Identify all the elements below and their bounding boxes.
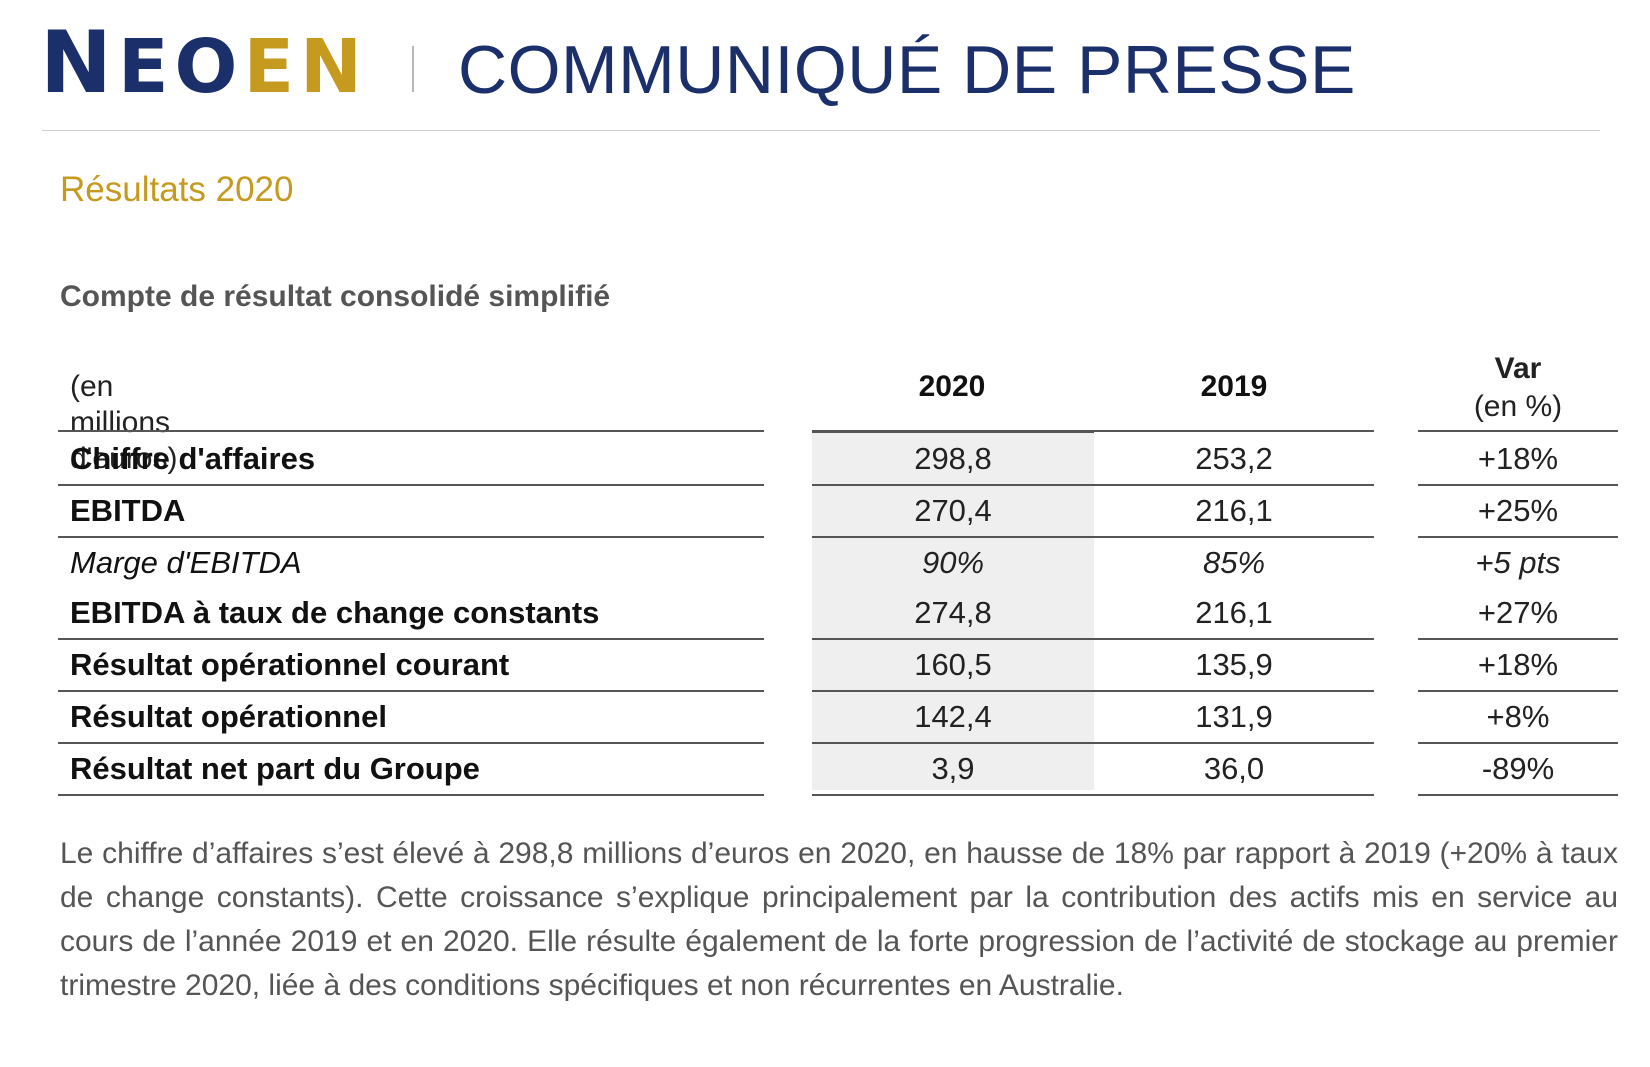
table-row: EBITDA 270,4 216,1 +25%	[0, 486, 1650, 536]
value-2020: 160,5	[914, 647, 992, 682]
body-paragraph: Le chiffre d’affaires s’est élevé à 298,…	[60, 837, 1618, 1002]
value-2019: 131,9	[1195, 699, 1273, 734]
value-2019: 36,0	[1203, 751, 1265, 786]
table-rule	[1094, 638, 1374, 640]
logo-letter-e2: E	[243, 24, 301, 110]
table-rule	[1418, 690, 1618, 692]
table-rule	[812, 536, 1094, 538]
table-row: Marge d'EBITDA 90% 85% +5 pts	[0, 538, 1650, 588]
value-variation: +18%	[1477, 647, 1559, 682]
neoen-logo: NEOEN	[40, 20, 368, 106]
header-var-label: Var	[1494, 352, 1542, 385]
row-label: Chiffre d'affaires	[70, 441, 316, 476]
header-var-unit: (en %)	[1473, 390, 1563, 423]
row-label: EBITDA	[70, 493, 186, 528]
header-divider	[42, 130, 1600, 131]
row-label: Marge d'EBITDA	[70, 545, 302, 580]
table-rule	[812, 484, 1094, 486]
table-title: Compte de résultat consolidé simplifié	[60, 280, 611, 313]
table-row: Résultat net part du Groupe 3,9 36,0 -89…	[0, 744, 1650, 794]
unit-label: (en millions d'euros)	[70, 370, 178, 475]
table-rule	[812, 742, 1094, 744]
value-variation: +27%	[1477, 595, 1559, 630]
table-rule	[1094, 794, 1374, 796]
value-2019: 216,1	[1195, 595, 1273, 630]
table-rule	[1418, 484, 1618, 486]
table-rule	[58, 742, 764, 744]
table-rule	[1094, 536, 1374, 538]
table-rule	[1094, 430, 1374, 432]
table-rule	[1094, 690, 1374, 692]
table-rule	[1418, 742, 1618, 744]
table-rule	[812, 794, 1094, 796]
value-2019: 216,1	[1195, 493, 1273, 528]
table-rule	[1418, 794, 1618, 796]
value-2019: 85%	[1202, 545, 1266, 580]
table-rule	[812, 690, 1094, 692]
value-variation: +18%	[1477, 441, 1559, 476]
press-release-title: COMMUNIQUÉ DE PRESSE	[458, 32, 1356, 108]
table-rule	[58, 430, 764, 432]
logo-letter-e1: E	[117, 24, 175, 110]
table-rule	[812, 638, 1094, 640]
table-rule	[1418, 430, 1618, 432]
row-label: Résultat opérationnel	[70, 699, 387, 734]
value-2020: 3,9	[931, 751, 975, 786]
value-variation: +25%	[1477, 493, 1559, 528]
logo-letter-o: O	[174, 24, 244, 110]
value-2020: 142,4	[914, 699, 992, 734]
value-variation: -89%	[1481, 751, 1555, 786]
table-row: Résultat opérationnel courant 160,5 135,…	[0, 640, 1650, 690]
table-row: Résultat opérationnel 142,4 131,9 +8%	[0, 692, 1650, 742]
row-label: Résultat opérationnel courant	[70, 647, 510, 682]
header-separator	[412, 46, 414, 92]
table-rule	[1418, 536, 1618, 538]
value-2020: 90%	[921, 545, 985, 580]
row-label: EBITDA à taux de change constants	[70, 595, 600, 630]
table-rule	[58, 638, 764, 640]
table-rule	[1094, 484, 1374, 486]
logo-letter-n2: N	[300, 24, 368, 110]
logo-letter-n: N	[40, 13, 118, 113]
value-variation: +5 pts	[1475, 545, 1561, 580]
table-rule	[58, 794, 764, 796]
value-2020: 274,8	[914, 595, 992, 630]
header-2020: 2020	[918, 370, 986, 403]
table-rule	[58, 484, 764, 486]
table-row: Chiffre d'affaires 298,8 253,2 +18%	[0, 434, 1650, 484]
column-2020-shading	[812, 432, 1094, 790]
header-2019: 2019	[1200, 370, 1268, 403]
table-rule	[58, 690, 764, 692]
section-title: Résultats 2020	[60, 170, 294, 209]
table-rule	[812, 430, 1094, 433]
row-label: Résultat net part du Groupe	[70, 751, 480, 786]
value-variation: +8%	[1486, 699, 1550, 734]
table-rule	[1094, 742, 1374, 744]
table-row: EBITDA à taux de change constants 274,8 …	[0, 588, 1650, 638]
value-2019: 253,2	[1195, 441, 1273, 476]
table-rule	[1418, 638, 1618, 640]
table-rule	[58, 536, 764, 538]
header-variation: Var (en %)	[1418, 350, 1618, 426]
value-2020: 298,8	[914, 441, 992, 476]
value-2020: 270,4	[914, 493, 992, 528]
value-2019: 135,9	[1195, 647, 1273, 682]
